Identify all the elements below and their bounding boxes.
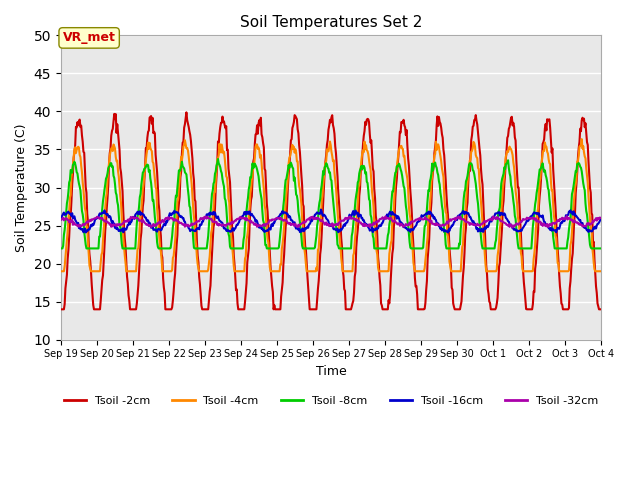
Y-axis label: Soil Temperature (C): Soil Temperature (C) (15, 123, 28, 252)
Text: VR_met: VR_met (63, 31, 116, 45)
X-axis label: Time: Time (316, 365, 346, 378)
Title: Soil Temperatures Set 2: Soil Temperatures Set 2 (240, 15, 422, 30)
Legend: Tsoil -2cm, Tsoil -4cm, Tsoil -8cm, Tsoil -16cm, Tsoil -32cm: Tsoil -2cm, Tsoil -4cm, Tsoil -8cm, Tsoi… (60, 391, 603, 410)
